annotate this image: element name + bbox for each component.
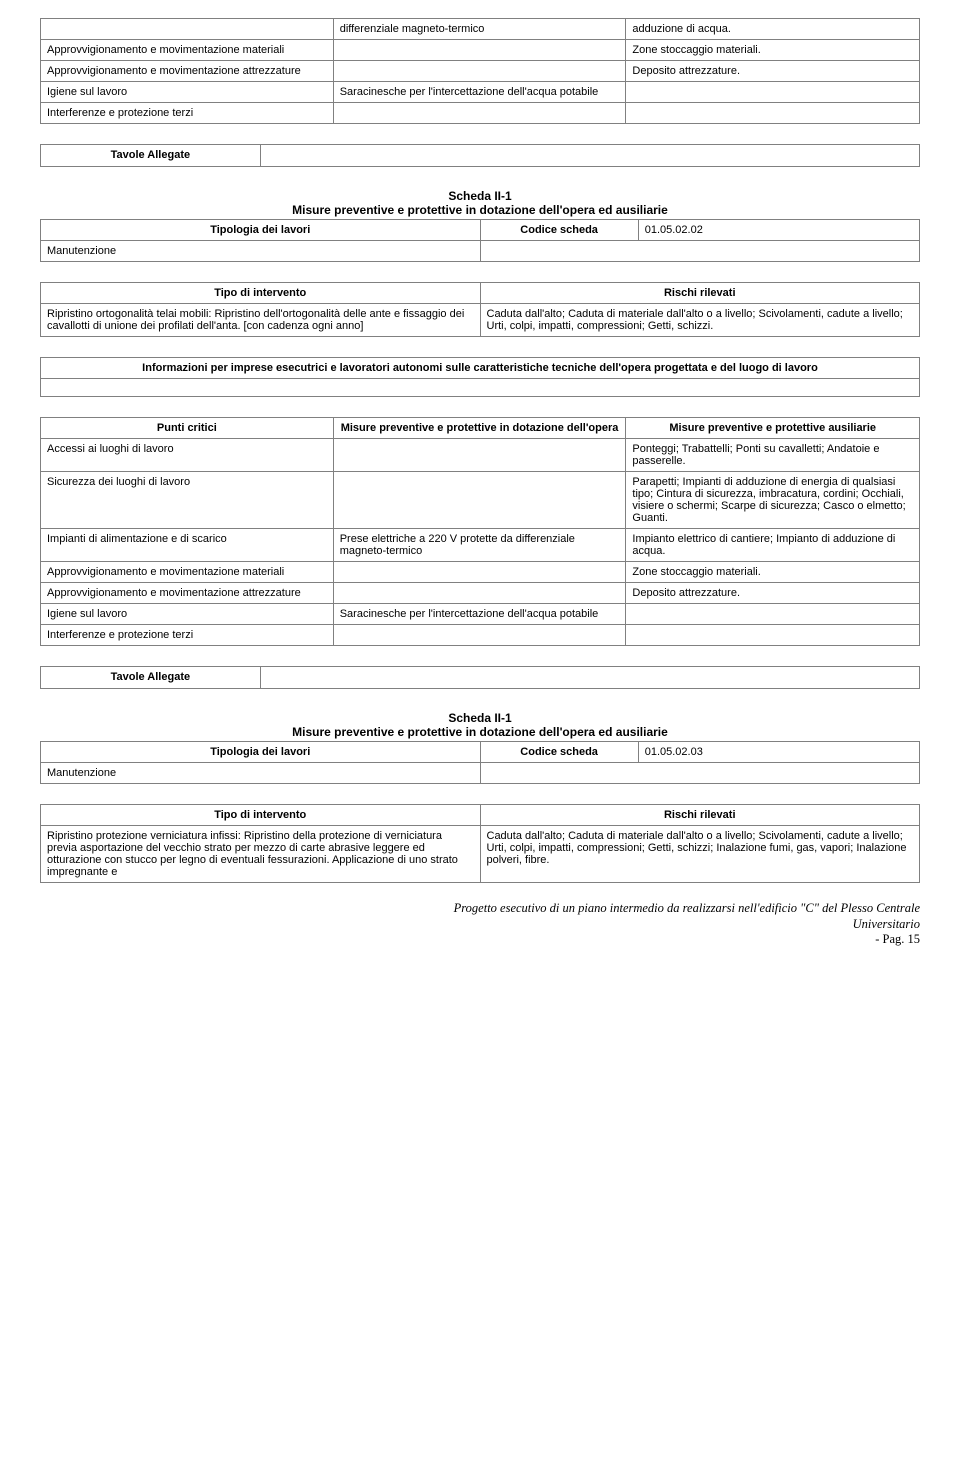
- cell: adduzione di acqua.: [626, 19, 920, 40]
- tavole-empty: [260, 145, 919, 167]
- cell: Impianti di alimentazione e di scarico: [41, 529, 334, 562]
- cell: Interferenze e protezione terzi: [41, 103, 334, 124]
- empty-cell: [480, 241, 920, 262]
- rischi-header: Rischi rilevati: [480, 805, 920, 826]
- tipo-text: Ripristino ortogonalità telai mobili: Ri…: [41, 304, 481, 337]
- rischi-header: Rischi rilevati: [480, 283, 920, 304]
- tipo-header: Tipo di intervento: [41, 283, 481, 304]
- tavole-empty: [260, 667, 919, 689]
- empty-cell: [480, 763, 920, 784]
- cell: [626, 103, 920, 124]
- cell: [333, 562, 626, 583]
- tipologia-label: Tipologia dei lavori: [41, 220, 481, 241]
- table-row: Igiene sul lavoro Saracinesche per l'int…: [41, 82, 920, 103]
- cell: Approvvigionamento e movimentazione mate…: [41, 562, 334, 583]
- cell: [333, 103, 626, 124]
- top-table: differenziale magneto-termico adduzione …: [40, 18, 920, 124]
- info-text: Informazioni per imprese esecutrici e la…: [41, 358, 920, 379]
- tipo-text: Ripristino protezione verniciatura infis…: [41, 826, 481, 883]
- cell: Deposito attrezzature.: [626, 61, 920, 82]
- cell: Igiene sul lavoro: [41, 82, 334, 103]
- codice-label: Codice scheda: [480, 742, 638, 763]
- cell: [333, 583, 626, 604]
- cell: Saracinesche per l'intercettazione dell'…: [333, 604, 626, 625]
- punti-h3: Misure preventive e protettive ausiliari…: [626, 418, 920, 439]
- cell: differenziale magneto-termico: [333, 19, 626, 40]
- cell: [626, 604, 920, 625]
- tavole-label: Tavole Allegate: [41, 667, 261, 689]
- cell: Saracinesche per l'intercettazione dell'…: [333, 82, 626, 103]
- cell: Deposito attrezzature.: [626, 583, 920, 604]
- table-row: Approvvigionamento e movimentazione attr…: [41, 583, 920, 604]
- cell: Parapetti; Impianti di adduzione di ener…: [626, 472, 920, 529]
- cell: [333, 61, 626, 82]
- cell: [333, 40, 626, 61]
- intervento-table-2: Tipo di intervento Rischi rilevati Ripri…: [40, 804, 920, 883]
- codice-value: 01.05.02.02: [638, 220, 919, 241]
- tipologia-table-2: Tipologia dei lavori Codice scheda 01.05…: [40, 741, 920, 784]
- cell: Zone stoccaggio materiali.: [626, 562, 920, 583]
- punti-h2: Misure preventive e protettive in dotazi…: [333, 418, 626, 439]
- rischi-text: Caduta dall'alto; Caduta di materiale da…: [480, 304, 920, 337]
- cell: [626, 625, 920, 646]
- cell: Zone stoccaggio materiali.: [626, 40, 920, 61]
- manutenzione-cell: Manutenzione: [41, 241, 481, 262]
- punti-h1: Punti critici: [41, 418, 334, 439]
- table-row: Interferenze e protezione terzi: [41, 625, 920, 646]
- cell: Interferenze e protezione terzi: [41, 625, 334, 646]
- footer-line2: Universitario: [40, 917, 920, 933]
- cell: [333, 625, 626, 646]
- table-row: Approvvigionamento e movimentazione mate…: [41, 40, 920, 61]
- rischi-text: Caduta dall'alto; Caduta di materiale da…: [480, 826, 920, 883]
- scheda2-subtitle: Misure preventive e protettive in dotazi…: [40, 725, 920, 739]
- cell: [333, 439, 626, 472]
- scheda2-title: Scheda II-1: [40, 711, 920, 725]
- cell: Approvvigionamento e movimentazione attr…: [41, 583, 334, 604]
- tavole-allegate-table: Tavole Allegate: [40, 144, 920, 167]
- codice-value: 01.05.02.03: [638, 742, 919, 763]
- table-row: Approvvigionamento e movimentazione attr…: [41, 61, 920, 82]
- cell: Igiene sul lavoro: [41, 604, 334, 625]
- cell: [41, 19, 334, 40]
- cell: Sicurezza dei luoghi di lavoro: [41, 472, 334, 529]
- cell: Accessi ai luoghi di lavoro: [41, 439, 334, 472]
- intervento-table-1: Tipo di intervento Rischi rilevati Ripri…: [40, 282, 920, 337]
- scheda1-subtitle: Misure preventive e protettive in dotazi…: [40, 203, 920, 217]
- cell: Prese elettriche a 220 V protette da dif…: [333, 529, 626, 562]
- cell: [333, 472, 626, 529]
- tipo-header: Tipo di intervento: [41, 805, 481, 826]
- footer-line1: Progetto esecutivo di un piano intermedi…: [40, 901, 920, 917]
- footer-page: - Pag. 15: [40, 932, 920, 948]
- cell: Ponteggi; Trabattelli; Ponti su cavallet…: [626, 439, 920, 472]
- table-row: Sicurezza dei luoghi di lavoro Parapetti…: [41, 472, 920, 529]
- punti-critici-table: Punti critici Misure preventive e protet…: [40, 417, 920, 646]
- cell: Approvvigionamento e movimentazione attr…: [41, 61, 334, 82]
- tipologia-table-1: Tipologia dei lavori Codice scheda 01.05…: [40, 219, 920, 262]
- table-row: Impianti di alimentazione e di scarico P…: [41, 529, 920, 562]
- tavole-allegate-table-2: Tavole Allegate: [40, 666, 920, 689]
- table-row: Interferenze e protezione terzi: [41, 103, 920, 124]
- codice-label: Codice scheda: [480, 220, 638, 241]
- table-row: Accessi ai luoghi di lavoro Ponteggi; Tr…: [41, 439, 920, 472]
- cell: Approvvigionamento e movimentazione mate…: [41, 40, 334, 61]
- cell: [626, 82, 920, 103]
- info-empty: [41, 379, 920, 397]
- info-box: Informazioni per imprese esecutrici e la…: [40, 357, 920, 397]
- page-footer: Progetto esecutivo di un piano intermedi…: [40, 901, 920, 948]
- table-row: differenziale magneto-termico adduzione …: [41, 19, 920, 40]
- table-row: Igiene sul lavoro Saracinesche per l'int…: [41, 604, 920, 625]
- scheda1-title: Scheda II-1: [40, 189, 920, 203]
- table-row: Approvvigionamento e movimentazione mate…: [41, 562, 920, 583]
- cell: Impianto elettrico di cantiere; Impianto…: [626, 529, 920, 562]
- tavole-label: Tavole Allegate: [41, 145, 261, 167]
- tipologia-label: Tipologia dei lavori: [41, 742, 481, 763]
- manutenzione-cell: Manutenzione: [41, 763, 481, 784]
